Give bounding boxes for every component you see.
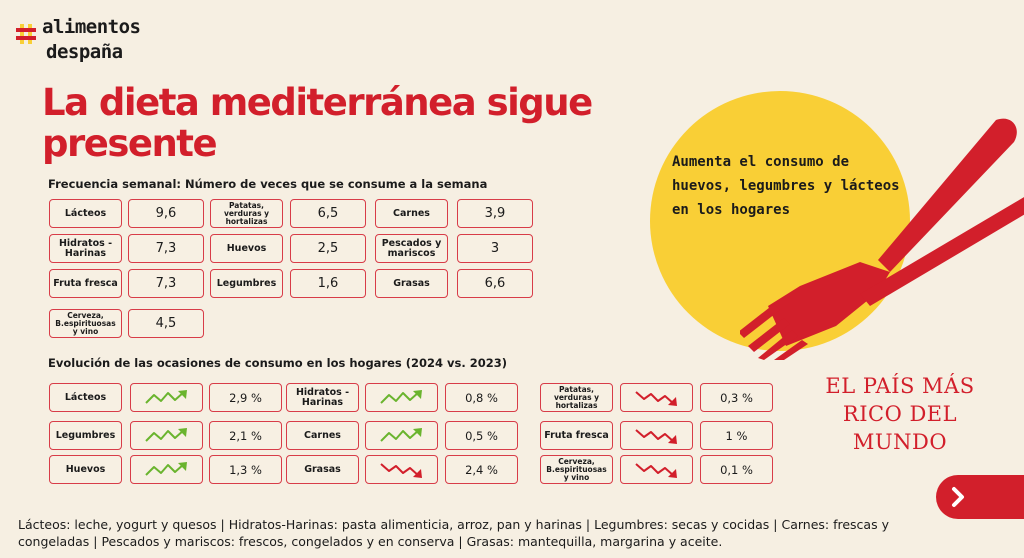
evolution-value: 2,1 % [209,421,282,450]
trend-down-icon [634,462,677,478]
evolution-value: 1 % [700,421,773,450]
weekly-label: Huevos [210,234,283,263]
logo: alimentos despaña [16,14,176,70]
evolution-label: Carnes [286,421,359,450]
trend-up-icon [379,427,422,442]
trend-cell [620,455,693,484]
trend-up-icon [144,427,187,442]
trend-cell [365,383,438,412]
evolution-label: Cerveza, B.espirituosas y vino [540,455,613,484]
evolution-section-title: Evolución de las ocasiones de consumo en… [48,356,508,370]
trend-down-icon [634,390,677,406]
weekly-label: Grasas [375,269,448,298]
trend-cell [130,421,203,450]
chevron-right-icon [952,487,964,507]
evolution-value: 0,3 % [700,383,773,412]
weekly-label: Lácteos [49,199,122,228]
footnote: Lácteos: leche, yogurt y quesos | Hidrat… [18,517,889,549]
weekly-value: 2,5 [290,234,366,263]
evolution-value: 0,5 % [445,421,518,450]
evolution-label: Legumbres [49,421,122,450]
weekly-value: 7,3 [128,234,204,263]
weekly-label: Hidratos -Harinas [49,234,122,263]
weekly-value: 7,3 [128,269,204,298]
page-title: La dieta mediterránea sigue presente [42,81,593,165]
evolution-label: Fruta fresca [540,421,613,450]
weekly-value: 4,5 [128,309,204,338]
hashtag-icon [16,24,36,44]
trend-cell [620,383,693,412]
trend-down-icon [634,428,677,444]
weekly-value: 9,6 [128,199,204,228]
weekly-label: Carnes [375,199,448,228]
evolution-label: Huevos [49,455,122,484]
brand-slogan: EL PAÍS MÁS RICO DEL MUNDO [825,374,975,454]
evolution-value: 1,3 % [209,455,282,484]
trend-cell [130,383,203,412]
fork-icon [740,118,1024,360]
logo-line1: alimentos [42,16,141,38]
weekly-value: 6,6 [457,269,533,298]
weekly-section-title: Frecuencia semanal: Número de veces que … [48,177,488,191]
weekly-label: Legumbres [210,269,283,298]
next-button[interactable] [936,475,1024,519]
evolution-value: 2,9 % [209,383,282,412]
weekly-label: Pescados y mariscos [375,234,448,263]
weekly-value: 3,9 [457,199,533,228]
weekly-value: 6,5 [290,199,366,228]
evolution-label: Grasas [286,455,359,484]
weekly-value: 3 [457,234,533,263]
weekly-label: Patatas, verduras y hortalizas [210,199,283,228]
trend-up-icon [144,461,187,476]
evolution-value: 0,8 % [445,383,518,412]
evolution-value: 2,4 % [445,455,518,484]
logo-line2: despaña [46,41,123,63]
weekly-label: Cerveza, B.espirituosas y vino [49,309,122,338]
evolution-value: 0,1 % [700,455,773,484]
evolution-label: Hidratos -Harinas [286,383,359,412]
trend-down-icon [379,462,422,478]
trend-cell [620,421,693,450]
evolution-label: Lácteos [49,383,122,412]
highlight-text: Aumenta el consumo de huevos, legumbres … [672,154,900,218]
evolution-label: Patatas, verduras y hortalizas [540,383,613,412]
trend-up-icon [379,389,422,404]
weekly-label: Fruta fresca [49,269,122,298]
trend-up-icon [144,389,187,404]
weekly-value: 1,6 [290,269,366,298]
trend-cell [365,421,438,450]
trend-cell [130,455,203,484]
trend-cell [365,455,438,484]
